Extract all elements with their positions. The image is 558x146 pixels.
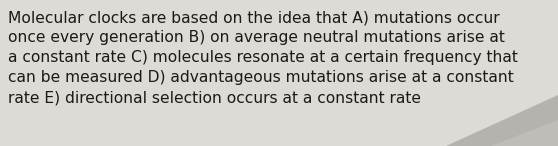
Polygon shape [491,120,558,146]
Polygon shape [446,95,558,146]
Text: Molecular clocks are based on the idea that A) mutations occur
once every genera: Molecular clocks are based on the idea t… [8,10,518,105]
